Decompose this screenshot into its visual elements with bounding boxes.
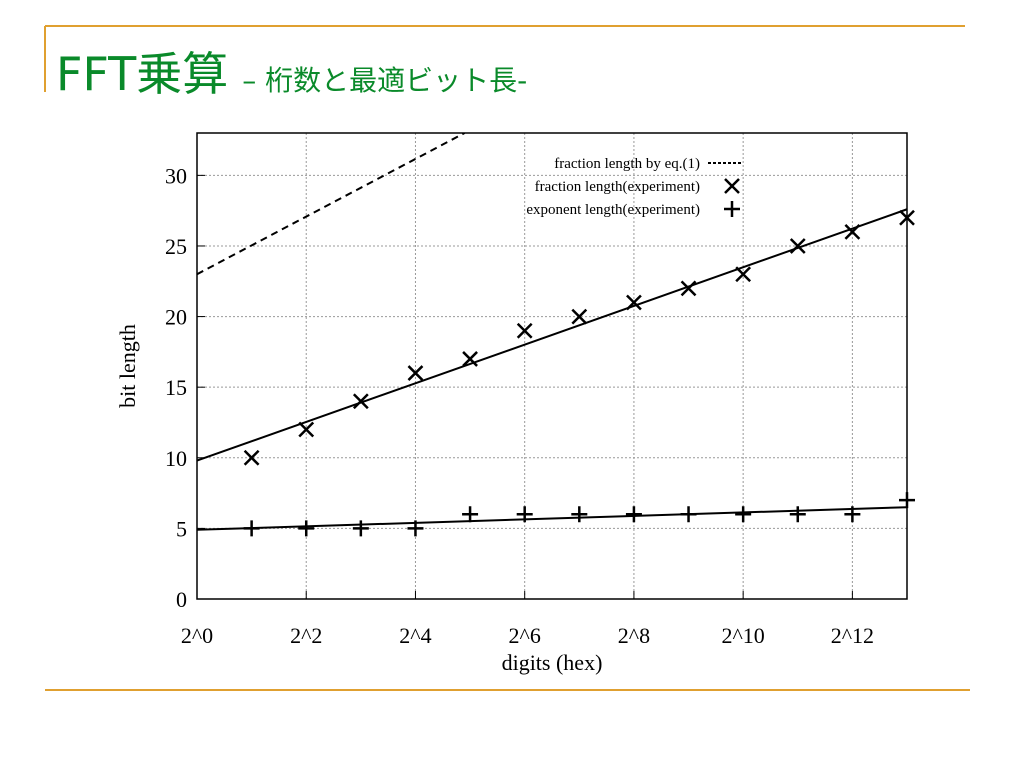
legend-label: exponent length(experiment)	[526, 202, 700, 218]
plus-marker	[735, 506, 752, 523]
cross-marker	[571, 308, 588, 325]
title-sub: – 桁数と最適ビット長-	[242, 64, 527, 97]
cross-marker	[724, 178, 740, 194]
plus-marker	[462, 506, 479, 523]
x-tick-label: 2^10	[721, 623, 764, 648]
plus-marker	[789, 506, 806, 523]
x-tick-label: 2^2	[290, 623, 322, 648]
y-tick-label: 20	[165, 305, 187, 330]
legend-label: fraction length by eq.(1)	[554, 156, 700, 172]
y-tick-label: 15	[165, 375, 187, 400]
plus-marker	[625, 506, 642, 523]
chart: 0 5 10 15 20 25 30 2^0 2^2 2^4 2^6 2^8 2^10 2^12 digit…	[115, 132, 915, 675]
plus-marker	[571, 506, 588, 523]
cross-marker	[462, 351, 478, 367]
y-tick-label: 30	[165, 163, 187, 188]
plot-frame	[196, 132, 908, 600]
cross-marker	[243, 449, 260, 466]
legend-label: fraction length(experiment)	[535, 179, 700, 195]
y-axis-label: bit length	[115, 324, 140, 408]
plus-marker	[298, 520, 315, 537]
cross-marker	[899, 209, 915, 226]
y-tick-label: 0	[176, 587, 187, 612]
x-axis-label: digits (hex)	[502, 650, 603, 675]
x-tick-label: 2^12	[831, 623, 874, 648]
x-tick-label: 2^0	[181, 623, 213, 648]
x-tick-label: 2^8	[618, 623, 650, 648]
slide-title: FFT乗算 – 桁数と最適ビット長-	[56, 47, 527, 101]
plus-marker	[899, 492, 915, 509]
cross-marker	[407, 365, 424, 381]
x-tick-label: 2^4	[399, 623, 431, 648]
cross-marker	[352, 393, 369, 410]
cross-marker	[680, 280, 697, 297]
fit-line	[197, 208, 907, 462]
y-tick-label: 10	[165, 446, 187, 471]
y-tick-label: 25	[165, 234, 187, 259]
fit-line	[197, 506, 907, 531]
title-main: FFT乗算	[56, 47, 228, 101]
cross-marker	[516, 322, 533, 339]
x-tick-label: 2^6	[509, 623, 541, 648]
y-tick-label: 5	[176, 516, 187, 541]
plus-marker	[724, 201, 740, 217]
dashed-line	[197, 133, 466, 276]
cross-marker	[298, 421, 315, 438]
plus-marker	[352, 520, 369, 537]
